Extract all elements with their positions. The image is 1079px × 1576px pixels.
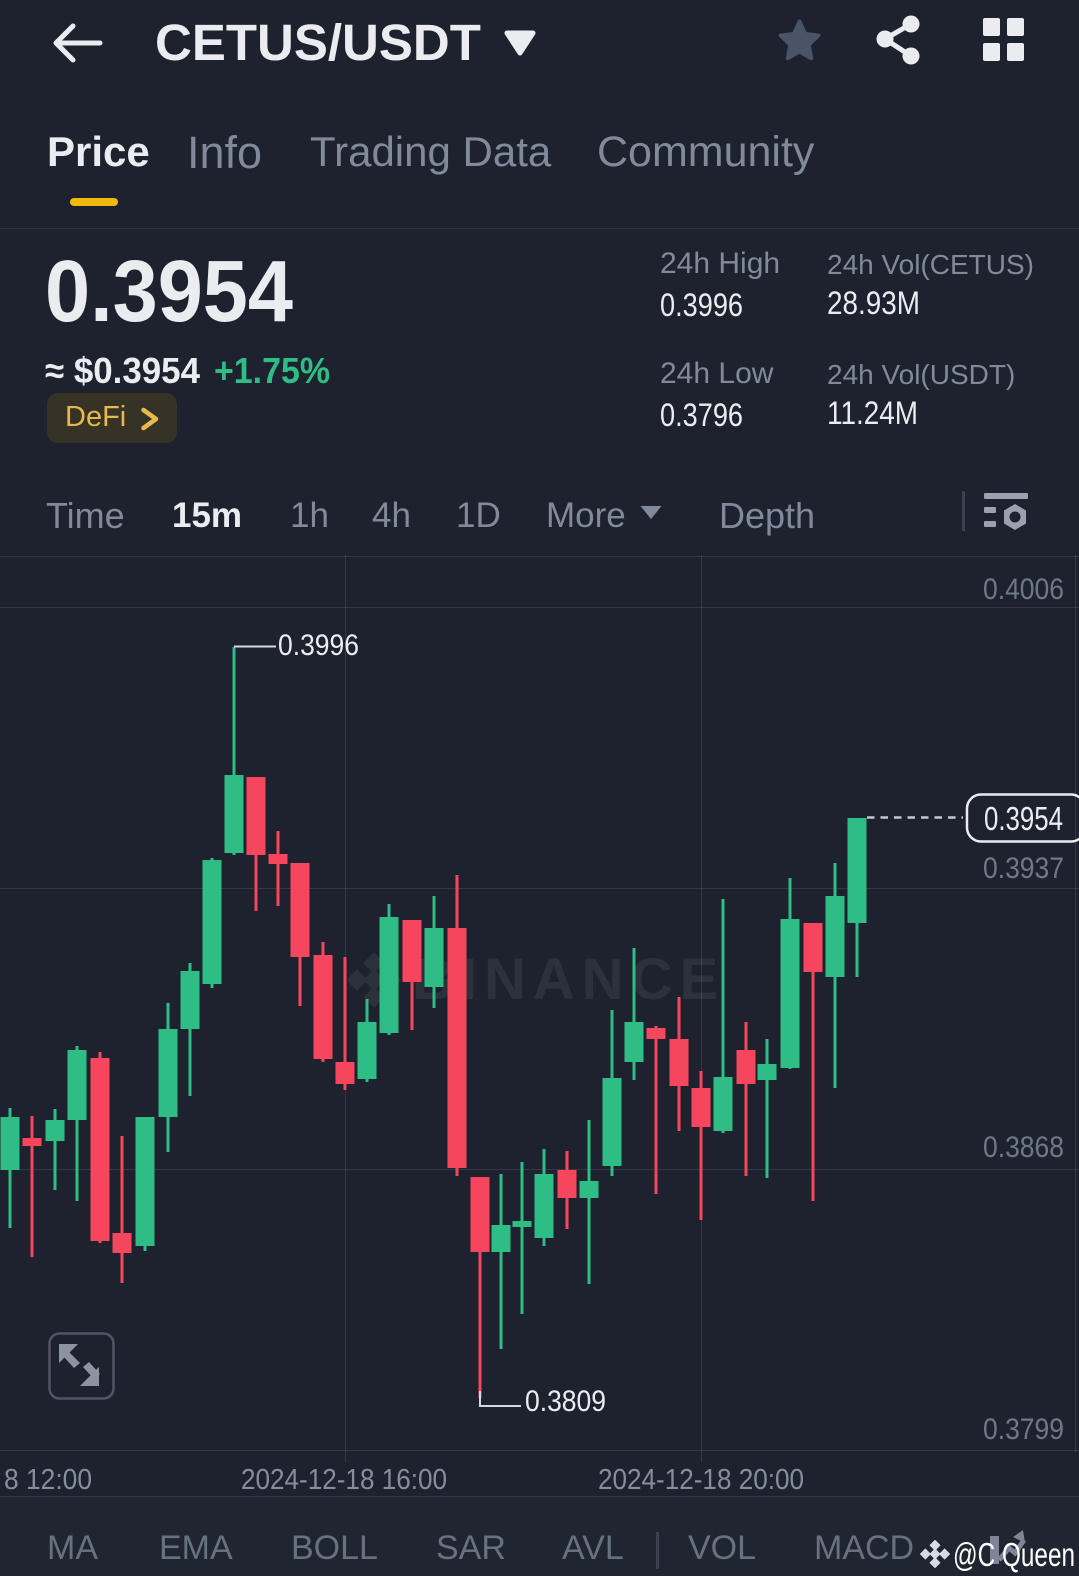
- svg-text:0.3868: 0.3868: [983, 1131, 1064, 1164]
- svg-text:0.3809: 0.3809: [525, 1385, 606, 1418]
- svg-text:0.3796: 0.3796: [660, 397, 743, 433]
- svg-text:0.3937: 0.3937: [983, 852, 1064, 885]
- svg-text:8 12:00: 8 12:00: [4, 1464, 92, 1496]
- svg-text:@C Queen: @C Queen: [953, 1536, 1075, 1573]
- svg-text:2024-12-18 20:00: 2024-12-18 20:00: [598, 1464, 804, 1496]
- svg-text:+1.75%: +1.75%: [214, 350, 330, 391]
- svg-text:0.4006: 0.4006: [983, 573, 1064, 606]
- svg-text:0.3954: 0.3954: [45, 243, 293, 340]
- svg-text:28.93M: 28.93M: [827, 285, 920, 321]
- svg-text:0.3996: 0.3996: [660, 287, 743, 323]
- svg-text:11.24M: 11.24M: [827, 395, 918, 431]
- svg-text:≈ $0.3954: ≈ $0.3954: [45, 350, 200, 391]
- svg-text:0.3954: 0.3954: [984, 800, 1063, 837]
- svg-text:0.3799: 0.3799: [983, 1413, 1064, 1446]
- svg-text:2024-12-18 16:00: 2024-12-18 16:00: [241, 1464, 447, 1496]
- svg-text:0.3996: 0.3996: [278, 629, 359, 662]
